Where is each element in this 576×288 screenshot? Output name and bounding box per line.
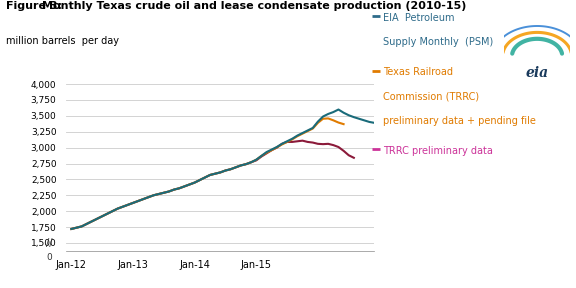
Text: Commission (TRRC): Commission (TRRC) <box>383 92 479 102</box>
Text: preliminary data + pending file: preliminary data + pending file <box>383 116 536 126</box>
Text: //: // <box>46 238 52 248</box>
Text: Monthly Texas crude oil and lease condensate production (2010-15): Monthly Texas crude oil and lease conden… <box>42 1 467 12</box>
Text: Texas Railroad: Texas Railroad <box>383 67 453 77</box>
Text: eia: eia <box>525 66 549 80</box>
Text: million barrels  per day: million barrels per day <box>6 36 119 46</box>
Text: TRRC preliminary data: TRRC preliminary data <box>383 146 493 156</box>
Text: Figure 3:: Figure 3: <box>6 1 66 12</box>
Text: EIA  Petroleum: EIA Petroleum <box>383 13 454 23</box>
Text: Supply Monthly  (PSM): Supply Monthly (PSM) <box>383 37 493 48</box>
Text: 0: 0 <box>46 253 52 262</box>
